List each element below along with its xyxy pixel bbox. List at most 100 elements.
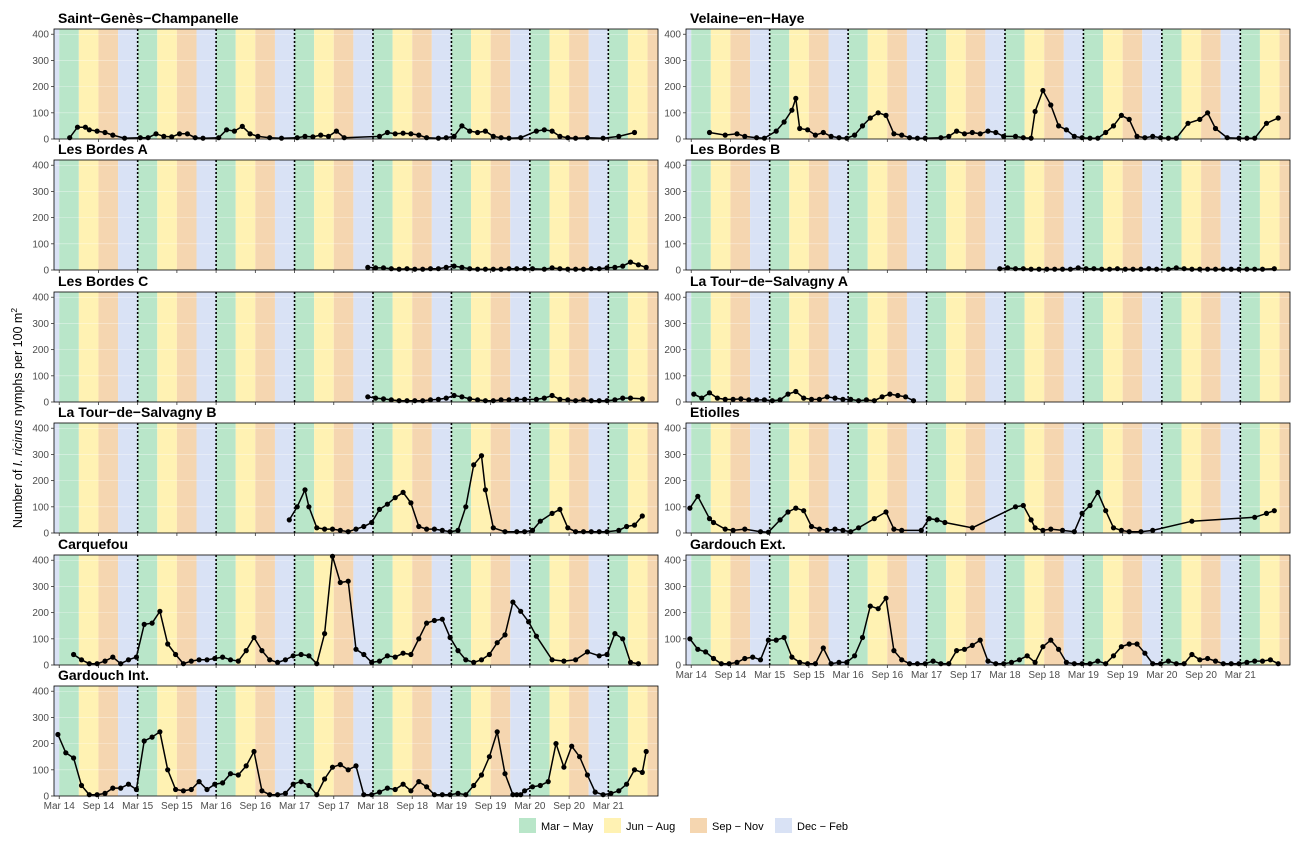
season-band	[1122, 423, 1143, 533]
data-point	[380, 396, 387, 402]
season-band	[490, 29, 511, 139]
data-point	[1001, 661, 1007, 667]
season-band	[431, 686, 452, 796]
data-point	[294, 135, 300, 141]
data-point	[267, 657, 273, 663]
season-bands	[54, 160, 658, 270]
season-band	[510, 423, 530, 533]
data-point	[1252, 135, 1258, 141]
x-tick-label: Sep 15	[161, 801, 193, 812]
data-point	[1036, 266, 1042, 272]
data-point	[789, 654, 795, 660]
data-point	[773, 128, 779, 134]
data-point	[361, 523, 367, 530]
x-tick-label: Sep 14	[83, 801, 115, 812]
season-band	[789, 292, 809, 402]
data-point	[1095, 489, 1101, 495]
data-point	[730, 527, 736, 534]
data-point	[345, 767, 351, 773]
season-band	[710, 292, 731, 402]
season-band	[1103, 160, 1123, 270]
data-point	[463, 657, 469, 663]
data-point	[94, 128, 100, 134]
data-point	[455, 648, 461, 654]
legend-swatch	[690, 818, 707, 833]
data-point	[604, 651, 610, 658]
season-band	[985, 555, 1005, 665]
season-band	[730, 555, 751, 665]
data-point	[1075, 265, 1081, 271]
data-point	[620, 395, 626, 401]
y-tick-label: 100	[32, 502, 49, 513]
panel-3: Les Bordes B 0 100 200 300 400	[664, 141, 1291, 277]
data-point	[801, 395, 807, 401]
season-band	[451, 423, 472, 533]
data-point	[384, 129, 390, 136]
data-point	[584, 772, 591, 778]
season-band	[235, 160, 256, 270]
data-point	[282, 657, 288, 663]
data-point	[451, 133, 457, 139]
season-band	[569, 686, 589, 796]
data-point	[533, 396, 540, 402]
data-point	[1197, 266, 1203, 272]
data-point	[930, 658, 936, 664]
data-point	[808, 396, 815, 402]
data-point	[318, 132, 324, 138]
data-point	[400, 650, 406, 656]
data-point	[392, 786, 398, 793]
season-band	[867, 423, 888, 533]
data-point	[522, 529, 528, 535]
season-band	[627, 686, 648, 796]
data-point	[431, 526, 437, 532]
data-point	[856, 525, 862, 531]
season-band	[216, 423, 236, 533]
data-point	[1173, 265, 1179, 271]
data-point	[490, 133, 496, 139]
data-point	[620, 636, 626, 642]
data-point	[549, 392, 555, 399]
season-band	[333, 423, 354, 533]
season-band	[196, 686, 217, 796]
data-point	[1150, 527, 1156, 534]
season-band	[431, 160, 452, 270]
season-band	[333, 29, 354, 139]
season-band	[274, 555, 295, 665]
data-point	[769, 398, 775, 404]
data-point	[565, 135, 571, 141]
season-band	[98, 555, 119, 665]
season-band	[1279, 423, 1290, 533]
data-point	[1099, 266, 1105, 272]
data-point	[722, 396, 728, 402]
data-point	[451, 392, 457, 399]
series-line	[689, 596, 1279, 665]
data-point	[997, 266, 1003, 272]
season-band	[98, 292, 119, 402]
data-point	[400, 781, 406, 787]
data-point	[848, 529, 854, 535]
data-point	[463, 792, 469, 798]
season-band	[588, 555, 609, 665]
data-point	[443, 135, 449, 141]
y-tick-label: 100	[664, 634, 681, 645]
season-band	[686, 423, 692, 533]
data-point	[471, 659, 477, 666]
data-point	[1040, 644, 1046, 650]
season-band	[235, 555, 256, 665]
season-band	[1259, 555, 1280, 665]
data-point	[691, 391, 697, 397]
data-point	[424, 620, 430, 626]
data-point	[86, 127, 92, 133]
season-band	[946, 292, 966, 402]
season-band	[431, 29, 452, 139]
season-band	[946, 555, 966, 665]
data-point	[738, 396, 744, 402]
season-band	[569, 423, 589, 533]
data-point	[1142, 135, 1148, 141]
season-band	[1044, 292, 1064, 402]
season-band	[1103, 555, 1123, 665]
season-band	[1279, 160, 1290, 270]
season-band	[490, 160, 511, 270]
data-point	[408, 788, 414, 794]
season-band	[255, 160, 275, 270]
